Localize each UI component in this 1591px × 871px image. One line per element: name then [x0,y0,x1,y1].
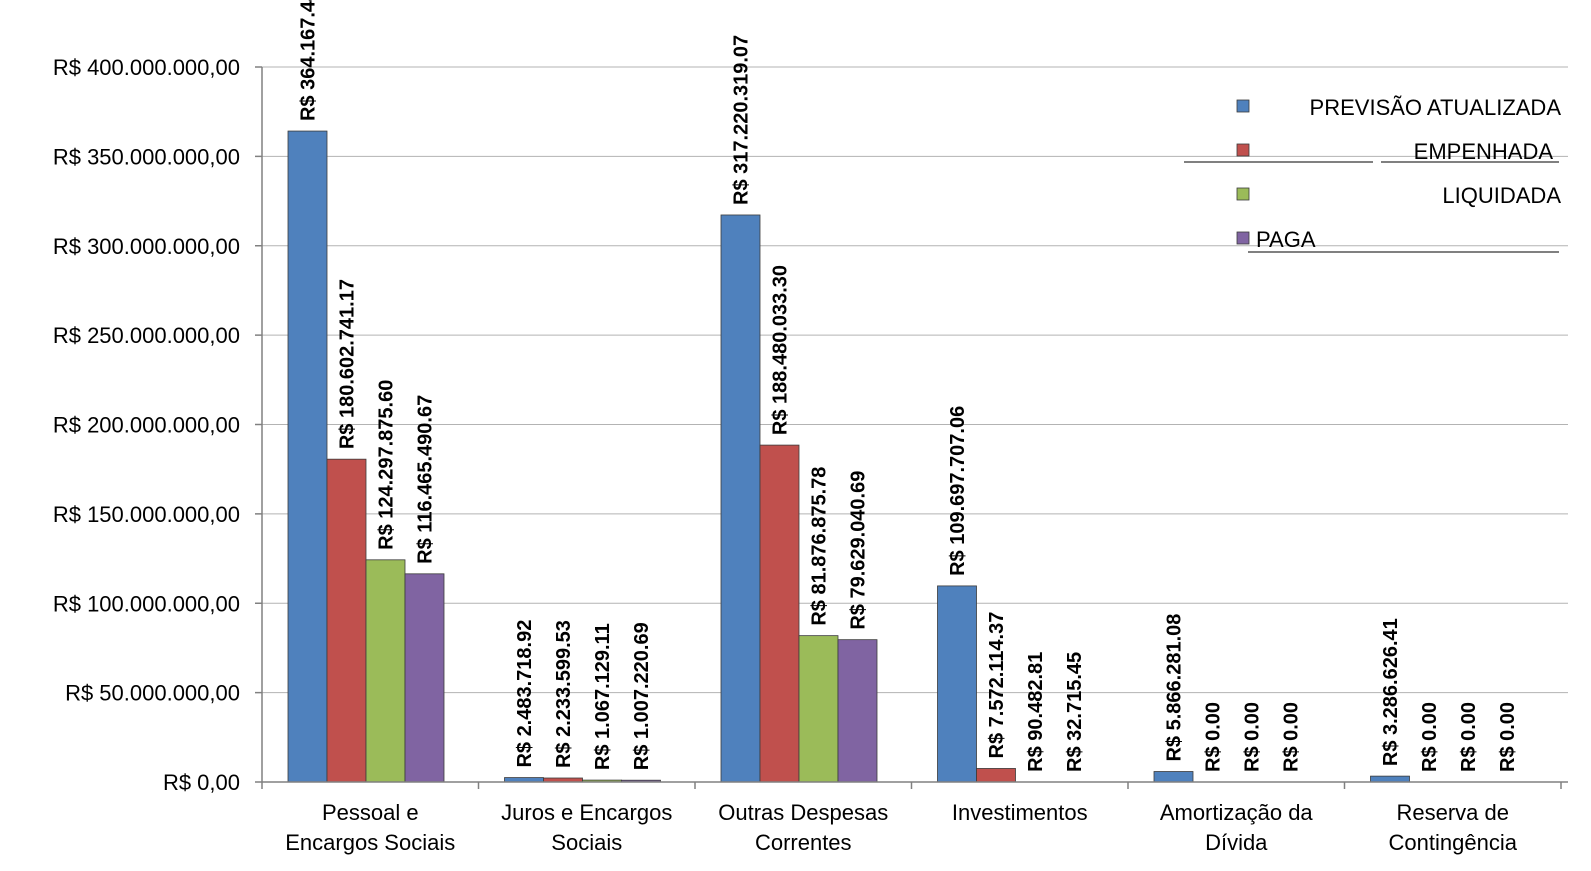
axes [255,66,1568,789]
category-label: Juros e Encargos [501,800,672,825]
bar-2-0 [365,559,406,783]
data-label: R$ 364.167.448.00 [298,0,320,121]
legend-swatch [1236,99,1250,113]
y-tick-label: R$ 100.000.000,00 [53,591,240,616]
legend-swatch [1236,143,1250,157]
y-tick-label: R$ 150.000.000,00 [53,502,240,527]
bar-1-2 [759,444,800,783]
data-label: R$ 90.482.81 [1025,652,1047,772]
data-label: R$ 32.715.45 [1064,652,1086,772]
y-tick-label: R$ 200.000.000,00 [53,413,240,438]
category-label: Sociais [551,830,622,855]
data-label: R$ 0.00 [1419,702,1441,772]
category-label: Encargos Sociais [285,830,455,855]
bar-3-0 [404,573,445,783]
data-label: R$ 0.00 [1497,702,1519,772]
bar-0-3 [937,585,977,783]
data-label: R$ 180.602.741.17 [337,279,359,449]
bar-0-5 [1370,775,1410,783]
category-label: Outras Despesas [718,800,888,825]
data-label: R$ 2.483.718.92 [514,620,536,768]
y-tick-label: R$ 350.000.000,00 [53,144,240,169]
bar-0-4 [1153,771,1194,783]
data-label: R$ 0.00 [1242,702,1264,772]
legend-swatch [1236,231,1250,245]
category-label: Pessoal e [322,800,419,825]
data-label: R$ 1.007.220.69 [631,622,653,770]
data-label: R$ 3.286.626.41 [1380,618,1402,766]
data-label: R$ 0.00 [1458,702,1480,772]
category-label: Contingência [1389,830,1518,855]
bar-0-0 [287,130,328,783]
y-tick-label: R$ 0,00 [163,770,240,795]
category-label: Reserva de [1396,800,1509,825]
data-label: R$ 7.572.114.37 [986,612,1008,759]
bar-0-2 [720,214,761,783]
x-axis-category-labels: Pessoal e Encargos Sociais Juros e Encargo… [285,800,1517,855]
legend-label: PREVISÃO ATUALIZADA [1310,95,1562,120]
data-label: R$ 0.00 [1203,702,1225,772]
data-label: R$ 79.629.040.69 [848,471,870,630]
data-label: R$ 5.866.281.08 [1164,614,1186,762]
legend-label: PAGA [1256,227,1316,252]
y-tick-label: R$ 400.000.000,00 [53,55,240,80]
y-axis-tick-labels: R$ 0,00 R$ 50.000.000,00 R$ 100.000.000,00… [53,55,240,795]
y-tick-label: R$ 250.000.000,00 [53,323,240,348]
data-label: R$ 1.067.129.11 [592,623,614,770]
data-label: R$ 109.697.707.06 [947,406,969,576]
bar-1-3 [976,768,1016,783]
data-label: R$ 317.220.319.07 [731,35,753,205]
bar-2-2 [798,635,839,783]
data-labels: R$ 364.167.448.00 R$ 2.483.718.92 R$ 317.2… [298,0,1520,772]
legend-label: LIQUIDADA [1442,183,1561,208]
y-tick-label: R$ 300.000.000,00 [53,234,240,259]
category-label: Correntes [755,830,852,855]
bars [287,130,1410,783]
data-label: R$ 0.00 [1281,702,1303,772]
data-label: R$ 116.465.490.67 [415,395,437,564]
data-label: R$ 81.876.875.78 [809,467,831,626]
y-tick-label: R$ 50.000.000,00 [65,681,240,706]
category-label: Dívida [1205,830,1268,855]
category-label: Investimentos [952,800,1088,825]
data-label: R$ 188.480.033.30 [770,265,792,435]
legend: PREVISÃO ATUALIZADA EMPENHADA LIQUIDADA PAG… [1184,95,1562,253]
data-label: R$ 124.297.875.60 [376,380,398,550]
gridlines [262,66,1568,694]
bar-1-0 [326,458,367,783]
category-label: Amortização da [1160,800,1314,825]
bar-3-2 [837,639,878,783]
legend-swatch [1236,187,1250,201]
data-label: R$ 2.233.599.53 [553,620,575,768]
legend-label: EMPENHADA [1414,139,1554,164]
